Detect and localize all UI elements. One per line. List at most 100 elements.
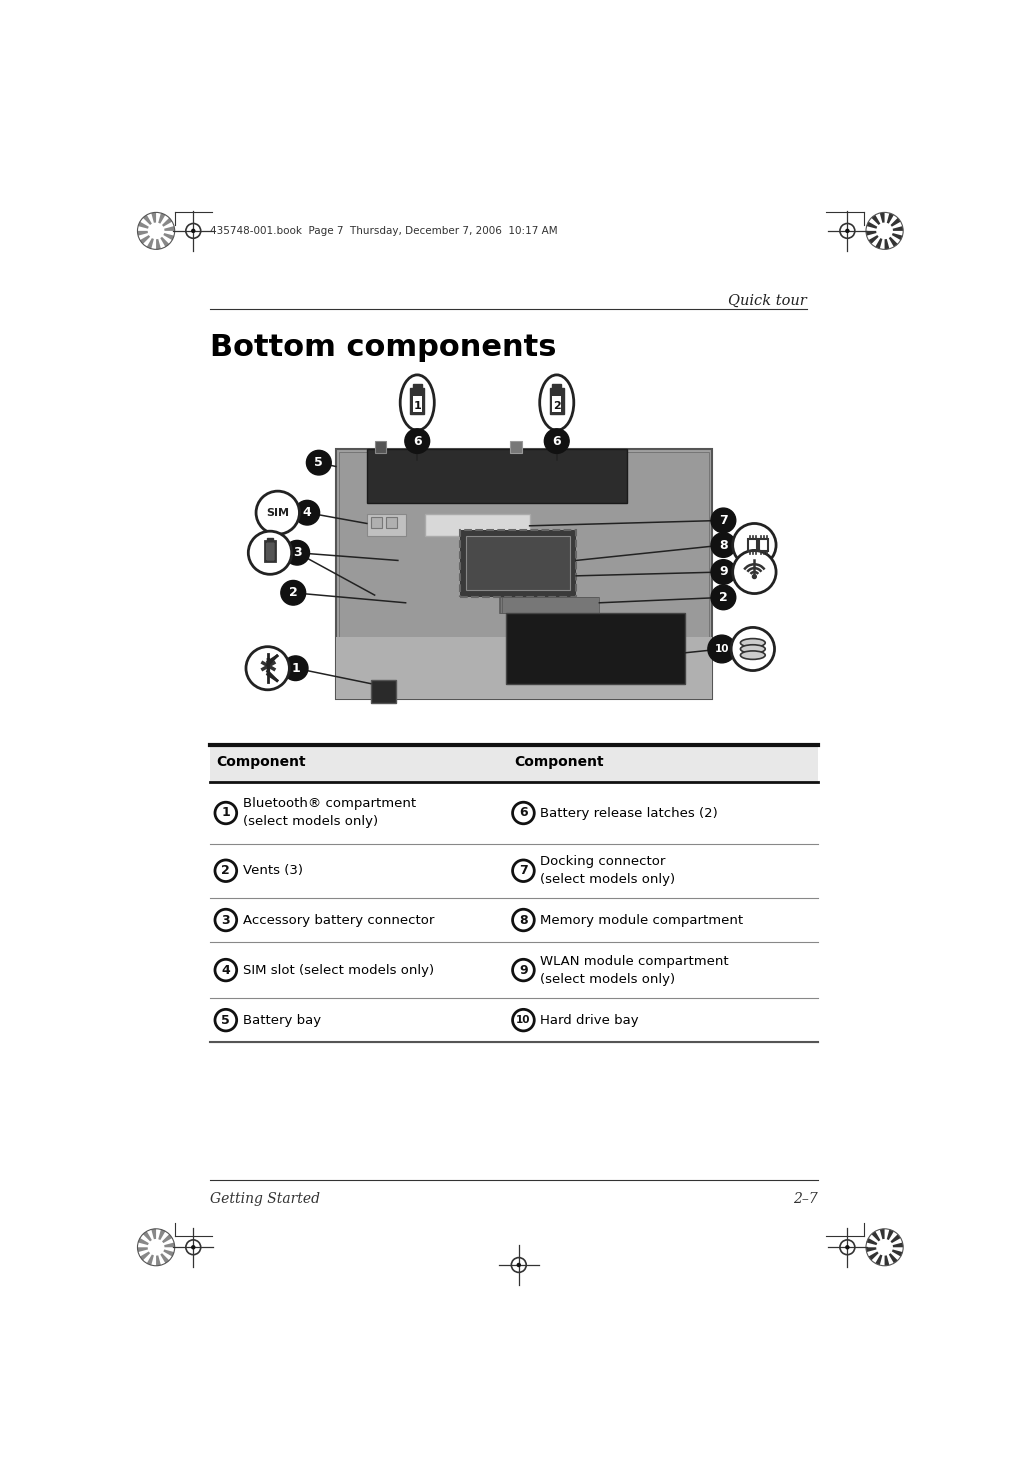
Text: Getting Started: Getting Started bbox=[211, 1192, 320, 1206]
Bar bbox=[336, 637, 712, 699]
Bar bbox=[412, 396, 421, 412]
Bar bbox=[460, 529, 576, 598]
Wedge shape bbox=[868, 1251, 878, 1260]
Circle shape bbox=[248, 531, 292, 575]
Wedge shape bbox=[884, 1256, 889, 1266]
Text: 10: 10 bbox=[517, 1015, 531, 1025]
Circle shape bbox=[215, 909, 237, 931]
Bar bbox=[336, 449, 712, 699]
Text: Component: Component bbox=[515, 756, 604, 769]
Wedge shape bbox=[158, 1230, 165, 1240]
Text: 4: 4 bbox=[303, 506, 312, 519]
Wedge shape bbox=[866, 231, 876, 235]
Circle shape bbox=[845, 1246, 850, 1250]
Ellipse shape bbox=[540, 374, 573, 430]
Text: 10: 10 bbox=[714, 643, 729, 654]
Bar bbox=[410, 387, 424, 414]
Ellipse shape bbox=[741, 639, 765, 648]
Circle shape bbox=[215, 959, 237, 981]
Wedge shape bbox=[138, 222, 149, 228]
Wedge shape bbox=[866, 222, 877, 228]
Wedge shape bbox=[156, 238, 161, 250]
Text: Bottom components: Bottom components bbox=[211, 333, 557, 363]
Text: SIM: SIM bbox=[266, 507, 290, 518]
Text: 5: 5 bbox=[222, 1013, 230, 1026]
Bar bbox=[552, 396, 561, 412]
Bar bbox=[498, 598, 597, 613]
Wedge shape bbox=[164, 227, 174, 231]
Text: 435748-001.book  Page 7  Thursday, December 7, 2006  10:17 AM: 435748-001.book Page 7 Thursday, Decembe… bbox=[211, 227, 558, 235]
Wedge shape bbox=[875, 238, 882, 249]
Wedge shape bbox=[162, 1234, 172, 1243]
Text: 3: 3 bbox=[222, 914, 230, 927]
Text: 1: 1 bbox=[222, 807, 230, 820]
Wedge shape bbox=[160, 1253, 169, 1263]
Text: 2: 2 bbox=[289, 586, 298, 599]
Text: 9: 9 bbox=[719, 566, 727, 579]
Text: Vents (3): Vents (3) bbox=[243, 864, 303, 877]
Bar bbox=[466, 535, 570, 589]
Bar bbox=[550, 387, 563, 414]
Text: 7: 7 bbox=[719, 515, 727, 526]
Wedge shape bbox=[884, 238, 889, 250]
Circle shape bbox=[191, 228, 196, 232]
Text: 2: 2 bbox=[222, 864, 230, 877]
Wedge shape bbox=[151, 1228, 156, 1240]
Text: 4: 4 bbox=[222, 963, 230, 977]
Circle shape bbox=[306, 450, 331, 475]
Wedge shape bbox=[143, 215, 152, 225]
Text: SIM slot (select models only): SIM slot (select models only) bbox=[243, 963, 434, 977]
Bar bbox=[266, 542, 274, 560]
Wedge shape bbox=[140, 1251, 150, 1260]
Wedge shape bbox=[138, 1247, 148, 1251]
Wedge shape bbox=[151, 212, 156, 222]
Wedge shape bbox=[886, 213, 893, 224]
Text: Bluetooth® compartment
(select models only): Bluetooth® compartment (select models on… bbox=[243, 797, 416, 829]
Bar bbox=[371, 680, 395, 703]
Wedge shape bbox=[138, 231, 148, 235]
Wedge shape bbox=[890, 1234, 901, 1243]
Wedge shape bbox=[879, 212, 884, 222]
Text: 1: 1 bbox=[413, 401, 421, 411]
Circle shape bbox=[731, 627, 775, 671]
Circle shape bbox=[732, 550, 776, 594]
Text: WLAN module compartment
(select models only): WLAN module compartment (select models o… bbox=[541, 955, 729, 985]
Wedge shape bbox=[140, 235, 150, 244]
Wedge shape bbox=[156, 1256, 161, 1266]
Bar bbox=[266, 538, 274, 541]
Circle shape bbox=[513, 803, 534, 823]
Bar bbox=[552, 385, 561, 387]
Text: 6: 6 bbox=[519, 807, 528, 820]
Bar bbox=[511, 442, 522, 453]
Text: Docking connector
(select models only): Docking connector (select models only) bbox=[541, 855, 676, 886]
Text: Battery release latches (2): Battery release latches (2) bbox=[541, 807, 718, 820]
Wedge shape bbox=[892, 1243, 904, 1247]
Wedge shape bbox=[163, 232, 174, 240]
Ellipse shape bbox=[741, 651, 765, 659]
Circle shape bbox=[517, 1263, 521, 1268]
Wedge shape bbox=[147, 1254, 154, 1265]
Circle shape bbox=[256, 491, 300, 534]
Wedge shape bbox=[871, 215, 880, 225]
Circle shape bbox=[711, 585, 735, 610]
Wedge shape bbox=[891, 232, 903, 240]
Wedge shape bbox=[158, 213, 165, 224]
Circle shape bbox=[845, 228, 850, 232]
Circle shape bbox=[284, 656, 308, 680]
Wedge shape bbox=[875, 1254, 882, 1265]
Text: Accessory battery connector: Accessory battery connector bbox=[243, 914, 435, 927]
Bar bbox=[500, 598, 598, 613]
Bar bbox=[759, 539, 768, 551]
Wedge shape bbox=[868, 235, 878, 244]
Bar bbox=[749, 539, 758, 551]
Bar bbox=[386, 518, 397, 528]
Wedge shape bbox=[143, 1231, 152, 1241]
Circle shape bbox=[711, 560, 735, 585]
Text: Component: Component bbox=[217, 756, 306, 769]
Wedge shape bbox=[879, 1228, 884, 1240]
Circle shape bbox=[732, 523, 776, 567]
Circle shape bbox=[513, 1009, 534, 1031]
Wedge shape bbox=[892, 227, 904, 231]
Text: 5: 5 bbox=[314, 456, 323, 469]
Circle shape bbox=[711, 509, 735, 532]
